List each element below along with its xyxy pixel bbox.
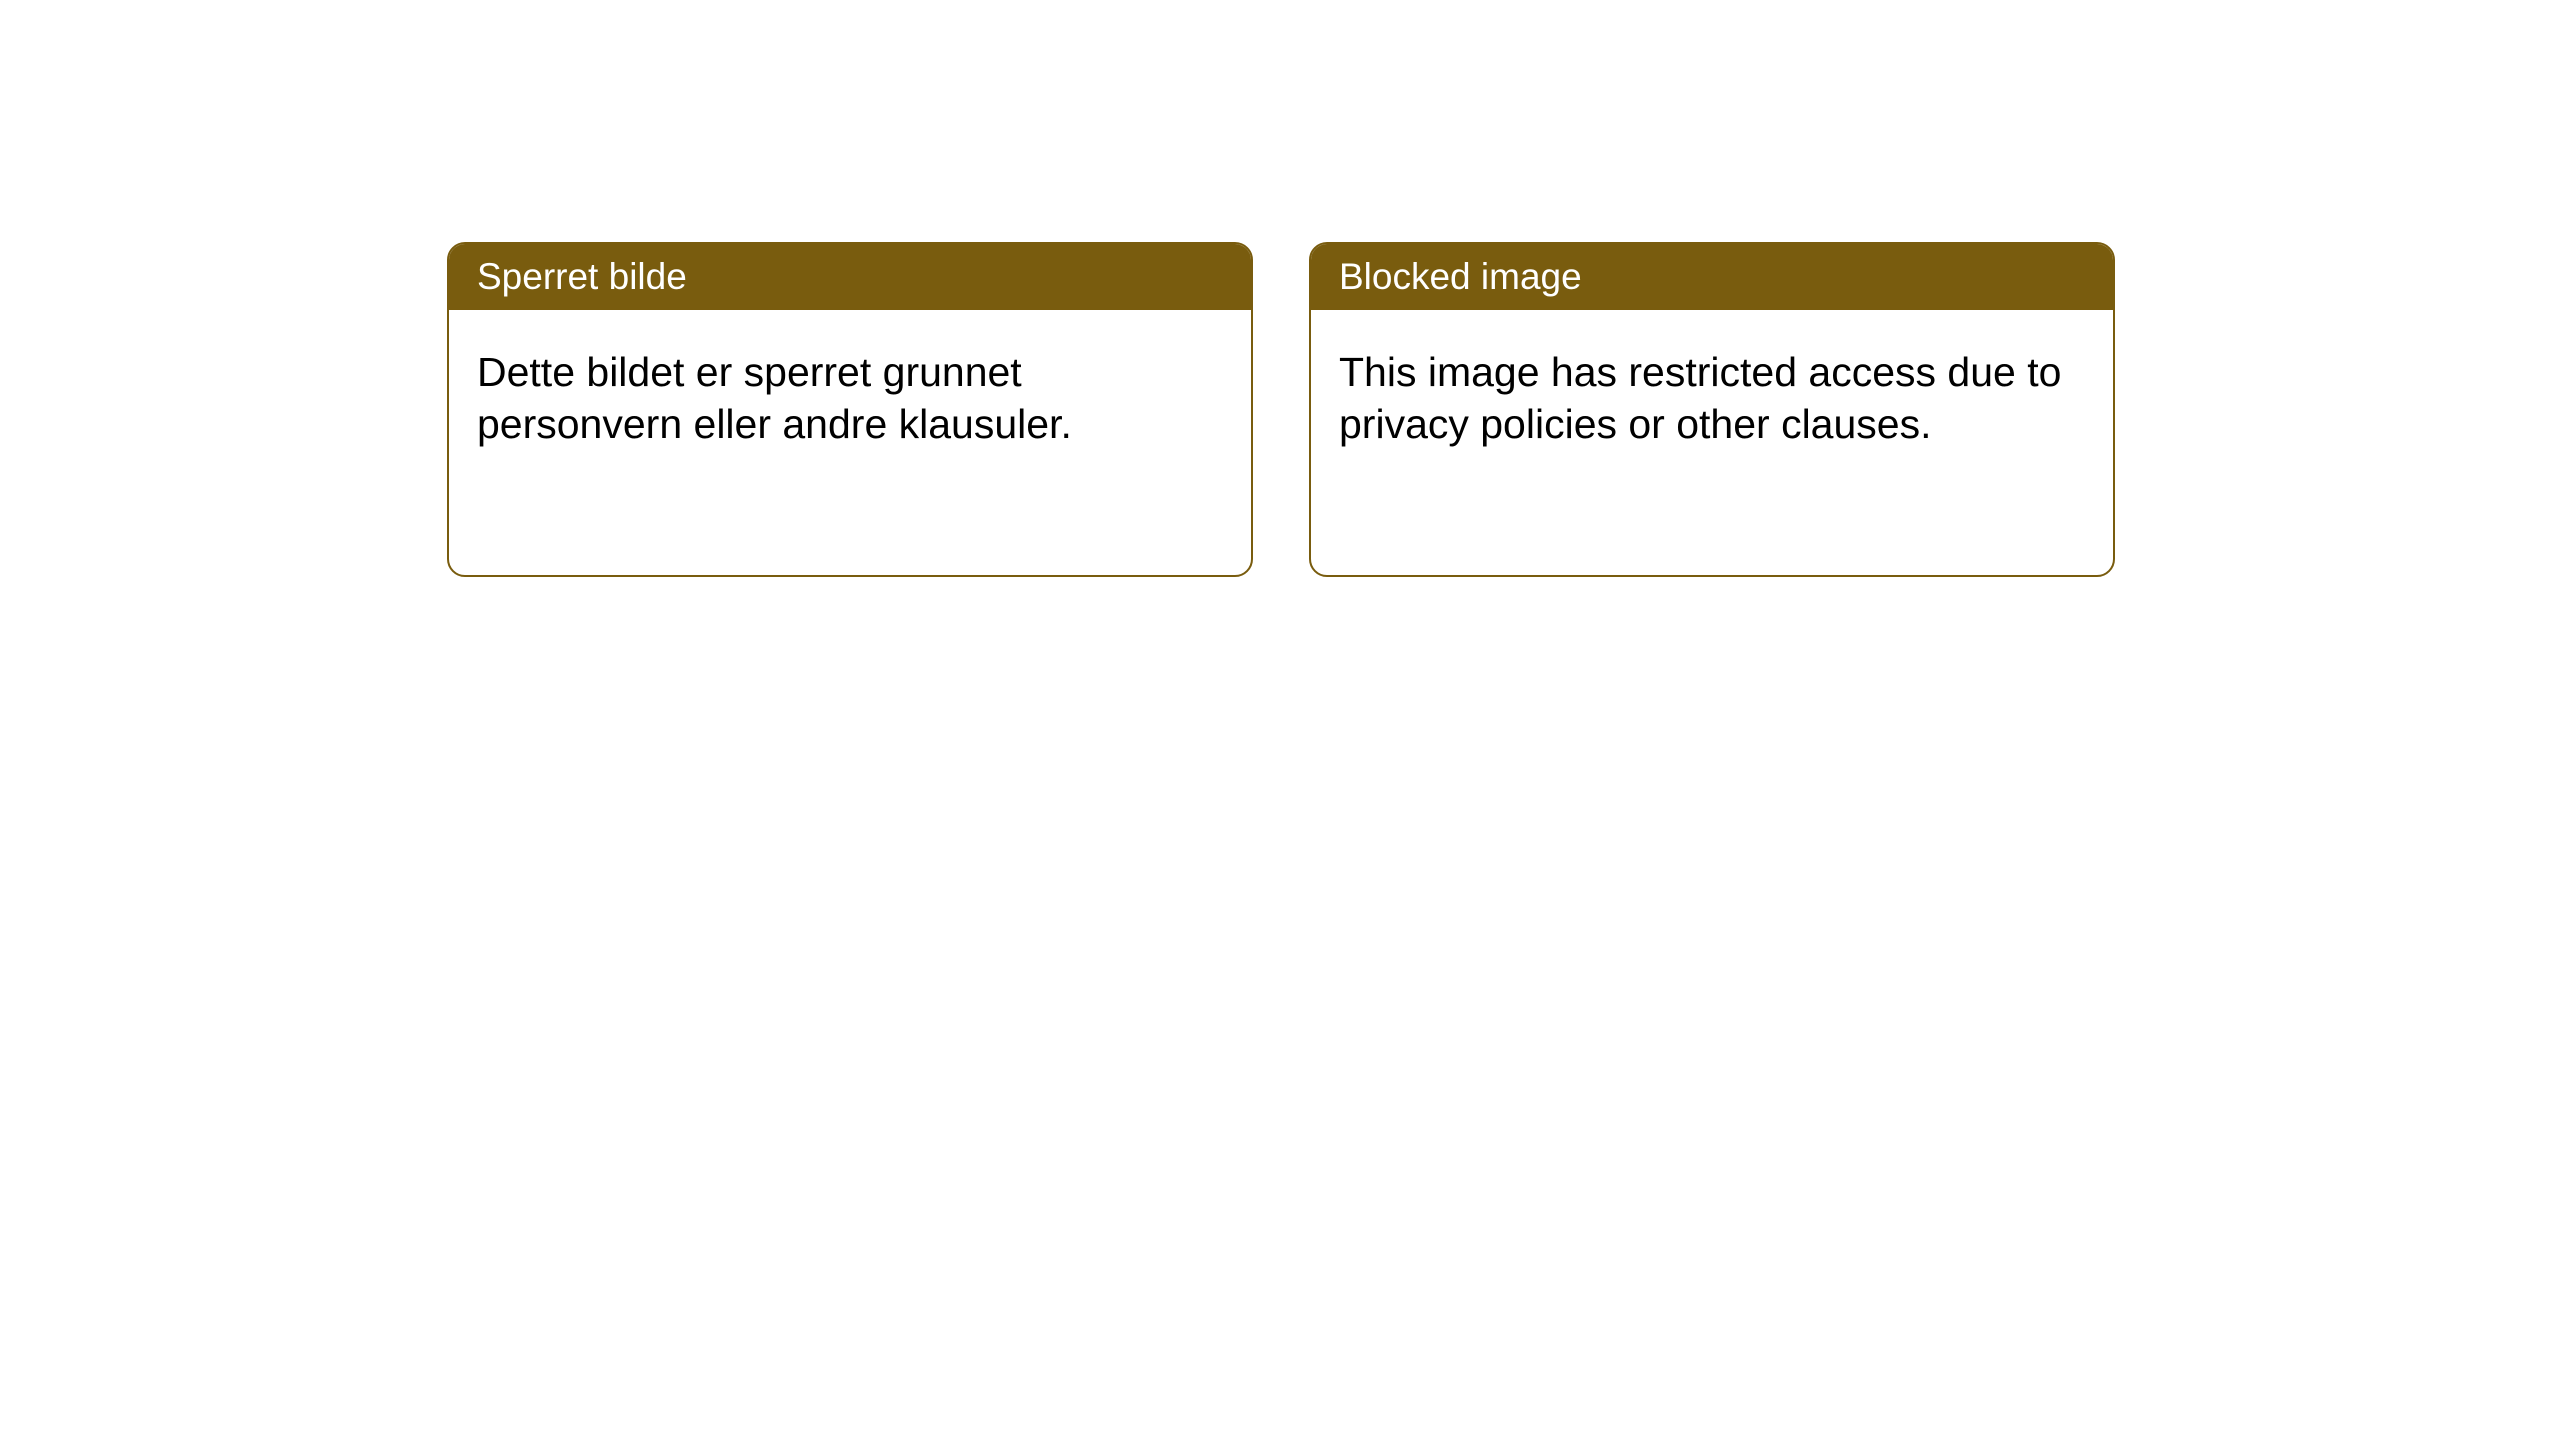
- notice-body-no: Dette bildet er sperret grunnet personve…: [449, 310, 1251, 487]
- notice-container: Sperret bilde Dette bildet er sperret gr…: [447, 242, 2115, 577]
- notice-header-no: Sperret bilde: [449, 244, 1251, 310]
- notice-body-en: This image has restricted access due to …: [1311, 310, 2113, 487]
- notice-header-en: Blocked image: [1311, 244, 2113, 310]
- notice-text-en: This image has restricted access due to …: [1339, 349, 2061, 447]
- notice-text-no: Dette bildet er sperret grunnet personve…: [477, 349, 1072, 447]
- notice-card-no: Sperret bilde Dette bildet er sperret gr…: [447, 242, 1253, 577]
- notice-card-en: Blocked image This image has restricted …: [1309, 242, 2115, 577]
- notice-title-no: Sperret bilde: [477, 256, 687, 297]
- notice-title-en: Blocked image: [1339, 256, 1582, 297]
